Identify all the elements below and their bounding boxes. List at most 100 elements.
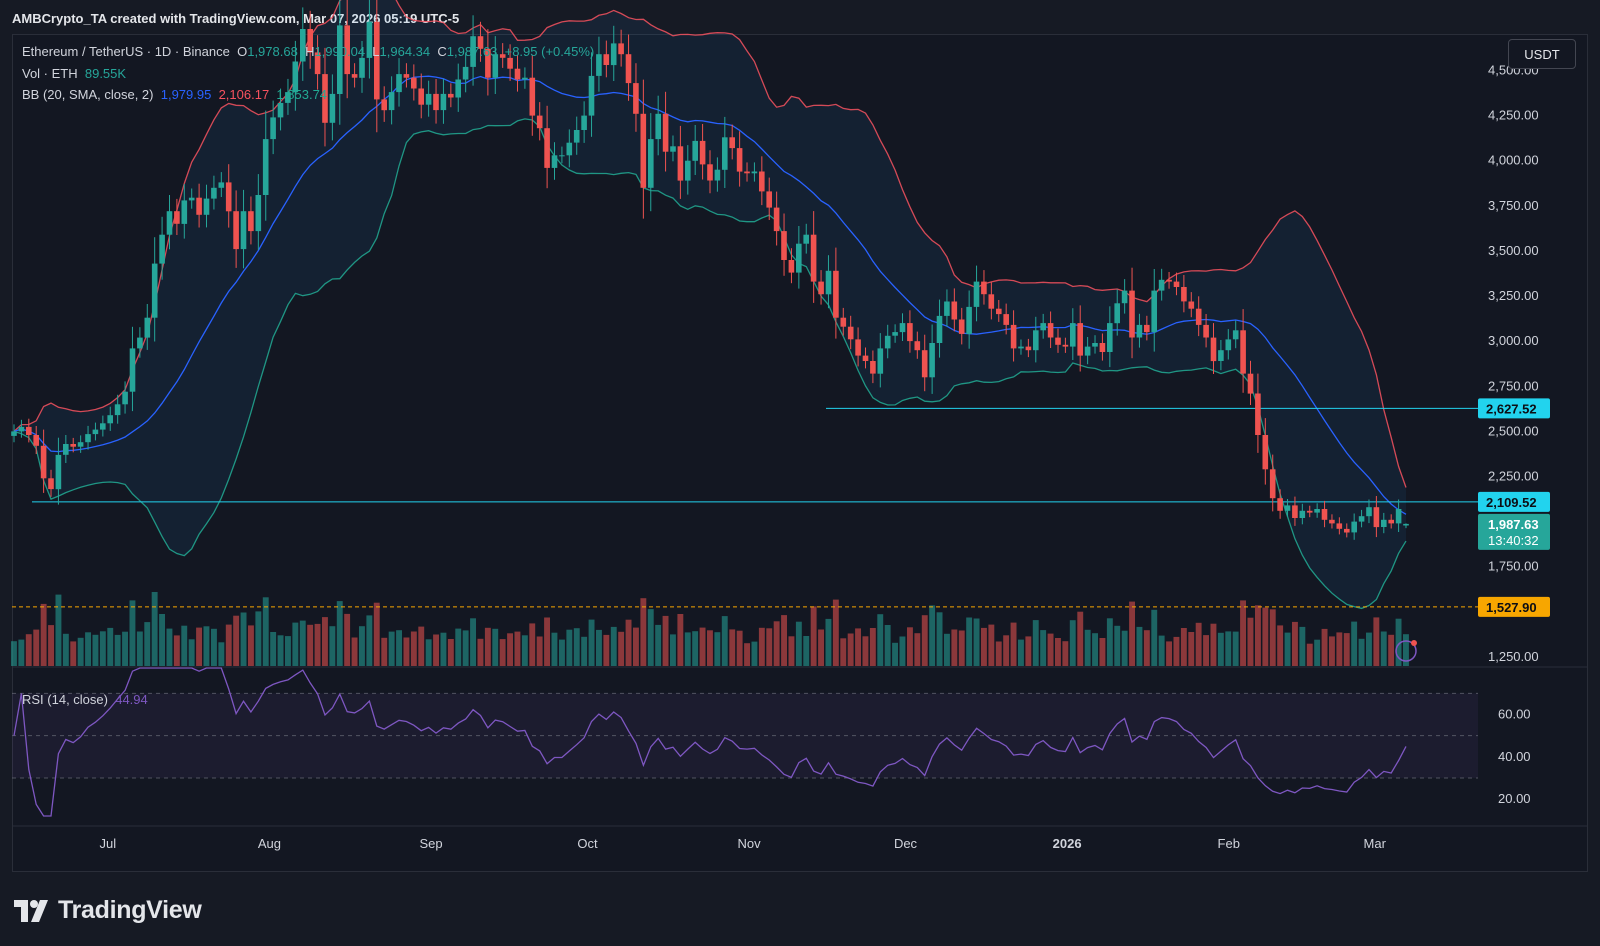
volume-bar xyxy=(892,642,898,666)
candle-body xyxy=(218,182,225,188)
volume-bar xyxy=(77,637,84,666)
chart-frame[interactable] xyxy=(12,34,1588,872)
candle-body xyxy=(455,79,461,98)
candle-body xyxy=(1070,323,1076,347)
volume-bar xyxy=(699,627,706,666)
candle-body xyxy=(188,197,195,201)
candle-body xyxy=(929,343,935,378)
candle-body xyxy=(847,326,854,340)
volume-bar xyxy=(758,627,765,666)
volume-bar xyxy=(781,615,787,666)
candle-body xyxy=(1218,350,1224,361)
candle-body xyxy=(1062,344,1069,347)
candle-body xyxy=(759,171,765,192)
volume-bar xyxy=(773,621,780,666)
candle-body xyxy=(433,93,439,111)
candle-body xyxy=(122,391,128,405)
volume-bar xyxy=(529,623,536,666)
bb-upper-value: 2,106.17 xyxy=(218,87,270,102)
volume-bar xyxy=(55,594,62,666)
candle-body xyxy=(1314,509,1320,513)
volume-bar xyxy=(921,615,928,666)
volume-bar xyxy=(211,628,217,666)
candle-body xyxy=(855,339,861,356)
rsi-legend[interactable]: RSI (14, close) 44.94 xyxy=(22,692,148,707)
candle-body xyxy=(559,155,565,157)
candle-body xyxy=(833,270,839,318)
volume-bar xyxy=(1084,629,1091,666)
price-tick-label: 2,500.00 xyxy=(1488,423,1539,438)
candle-body xyxy=(1181,287,1187,302)
volume-bar xyxy=(692,631,699,666)
volume-bar xyxy=(203,626,210,666)
candle-body xyxy=(529,77,536,116)
symbol-name[interactable]: Ethereum / TetherUS · 1D · Binance xyxy=(22,44,230,59)
candle-body xyxy=(1240,330,1246,374)
candle-body xyxy=(292,61,299,93)
candle-body xyxy=(359,57,365,78)
volume-bar xyxy=(1077,611,1084,666)
volume-legend[interactable]: Vol · ETH 89.55K xyxy=(22,66,126,81)
price-tick-label: 3,250.00 xyxy=(1488,288,1539,303)
candle-body xyxy=(92,429,99,435)
volume-bar xyxy=(1269,609,1276,666)
bb-legend[interactable]: BB (20, SMA, close, 2) 1,979.95 2,106.17… xyxy=(22,87,327,102)
bb-basis-value: 1,979.95 xyxy=(160,87,212,102)
volume-bar xyxy=(825,618,832,666)
volume-bar xyxy=(1099,638,1106,666)
volume-bar xyxy=(884,625,891,666)
price-tick-label: 4,250.00 xyxy=(1488,108,1539,123)
volume-bar xyxy=(218,642,225,666)
candle-body xyxy=(536,115,543,129)
volume-bar xyxy=(1040,630,1047,666)
candle-body xyxy=(714,169,721,181)
tradingview-logo[interactable]: TradingView xyxy=(14,896,202,925)
candle-body xyxy=(729,137,735,149)
candle-body xyxy=(270,117,276,140)
candle-body xyxy=(751,171,758,174)
candle-body xyxy=(1403,523,1409,526)
candle-body xyxy=(1262,435,1269,470)
candle-body xyxy=(33,435,39,446)
candle-body xyxy=(1003,314,1009,325)
candle-body xyxy=(63,444,69,455)
volume-bar xyxy=(1225,631,1232,666)
volume-bar xyxy=(1358,638,1365,666)
volume-bar xyxy=(255,611,262,666)
volume-bar xyxy=(1336,632,1343,666)
candle-body xyxy=(981,281,987,295)
volume-bar xyxy=(840,638,847,666)
volume-bar xyxy=(373,602,380,666)
volume-bar xyxy=(196,627,202,666)
volume-bar xyxy=(1203,635,1209,666)
candle-body xyxy=(618,43,624,55)
candle-body xyxy=(403,74,410,78)
bb-lower-value: 1,853.74 xyxy=(276,87,328,102)
volume-bar xyxy=(640,598,647,666)
close-label: C xyxy=(437,44,447,59)
candle-body xyxy=(77,442,84,447)
price-tick-label: 2,250.00 xyxy=(1488,469,1539,484)
volume-bar xyxy=(507,633,513,666)
volume-bar xyxy=(1195,622,1202,666)
candle-body xyxy=(1225,339,1232,351)
volume-bar xyxy=(914,633,921,666)
volume-bar xyxy=(225,624,232,666)
candle-body xyxy=(366,21,373,58)
volume-bar xyxy=(684,632,691,666)
volume-bar xyxy=(403,637,410,666)
volume-bar xyxy=(159,614,165,666)
volume-bar xyxy=(1143,630,1150,666)
candle-body xyxy=(840,317,847,327)
volume-bar xyxy=(173,635,180,666)
candle-body xyxy=(899,323,906,333)
volume-bar xyxy=(1114,625,1121,666)
candle-body xyxy=(810,234,817,282)
volume-bar xyxy=(1247,617,1254,666)
candle-body xyxy=(1151,290,1157,333)
symbol-legend[interactable]: Ethereum / TetherUS · 1D · Binance O1,97… xyxy=(22,44,594,59)
currency-unit-button[interactable]: USDT xyxy=(1508,39,1576,69)
candle-body xyxy=(1388,519,1394,524)
candle-body xyxy=(596,54,602,76)
